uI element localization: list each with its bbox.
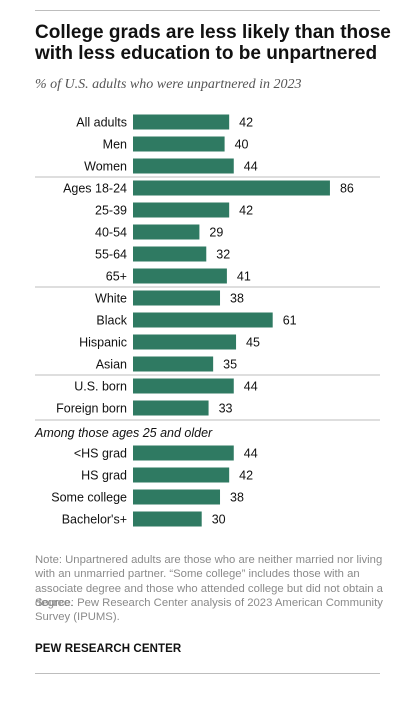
value-label: 42	[239, 469, 253, 483]
bar	[133, 489, 221, 505]
category-label: Bachelor's+	[62, 513, 127, 527]
bar	[133, 114, 230, 130]
bar	[133, 356, 214, 372]
value-label: 45	[246, 336, 260, 350]
chart-title: College grads are less likely than those…	[35, 22, 391, 64]
category-label: HS grad	[81, 469, 127, 483]
bar	[133, 246, 207, 262]
bar	[133, 400, 209, 416]
value-label: 42	[239, 116, 253, 130]
value-label: 44	[244, 160, 258, 174]
note-text: Note: Unpartnered adults are those who a…	[35, 554, 383, 609]
category-label: Women	[84, 160, 127, 174]
bar	[133, 136, 225, 152]
category-label: Some college	[51, 491, 127, 505]
value-label: 44	[244, 380, 258, 394]
category-labels: All adults Men Women Ages 18-24 25-39 40-54 55…	[51, 116, 127, 527]
value-label: 33	[219, 402, 233, 416]
value-label: 38	[230, 292, 244, 306]
value-label: 44	[244, 447, 258, 461]
bar-chart: All adults Men Women Ages 18-24 25-39 40-54 55…	[34, 114, 380, 527]
bar	[133, 467, 230, 483]
bar	[133, 378, 234, 394]
category-label: 55-64	[95, 248, 127, 262]
category-label: 65+	[106, 270, 127, 284]
value-label: 40	[235, 138, 249, 152]
category-label: All adults	[76, 116, 127, 130]
category-label: Foreign born	[56, 402, 127, 416]
value-label: 61	[283, 314, 297, 328]
bar	[133, 224, 200, 240]
bar	[133, 290, 221, 306]
value-label: 35	[223, 358, 237, 372]
category-label: U.S. born	[74, 380, 127, 394]
bars	[133, 114, 330, 527]
category-label: 40-54	[95, 226, 127, 240]
top-rule	[35, 10, 380, 11]
category-label: 25-39	[95, 204, 127, 218]
bar	[133, 334, 237, 350]
chart-subtitle: % of U.S. adults who were unpartnered in…	[35, 77, 302, 92]
value-label: 41	[237, 270, 251, 284]
category-label: <HS grad	[74, 447, 127, 461]
value-label: 38	[230, 491, 244, 505]
category-label: Black	[96, 314, 127, 328]
bar	[133, 180, 330, 196]
value-label: 29	[209, 226, 223, 240]
bar	[133, 202, 230, 218]
group-heading: Among those ages 25 and older	[34, 426, 213, 440]
bar	[133, 158, 234, 174]
bar	[133, 445, 234, 461]
category-label: White	[95, 292, 127, 306]
group-dividers	[35, 176, 380, 421]
value-labels: 42 40 44 86 42 29 32 41 38 61 45 35 44 33 44 42 38 30	[209, 116, 353, 527]
category-label: Men	[103, 138, 127, 152]
bar	[133, 511, 202, 527]
value-label: 42	[239, 204, 253, 218]
value-label: 32	[216, 248, 230, 262]
category-label: Asian	[96, 358, 127, 372]
category-label: Ages 18-24	[63, 182, 127, 196]
bottom-rule	[35, 673, 380, 674]
bar	[133, 312, 273, 328]
bar	[133, 268, 227, 284]
value-label: 86	[340, 182, 354, 196]
value-label: 30	[212, 513, 226, 527]
source-text: Source: Pew Research Center analysis of …	[35, 597, 383, 624]
category-label: Hispanic	[79, 336, 127, 350]
pew-logo-text: PEW RESEARCH CENTER	[35, 643, 182, 655]
